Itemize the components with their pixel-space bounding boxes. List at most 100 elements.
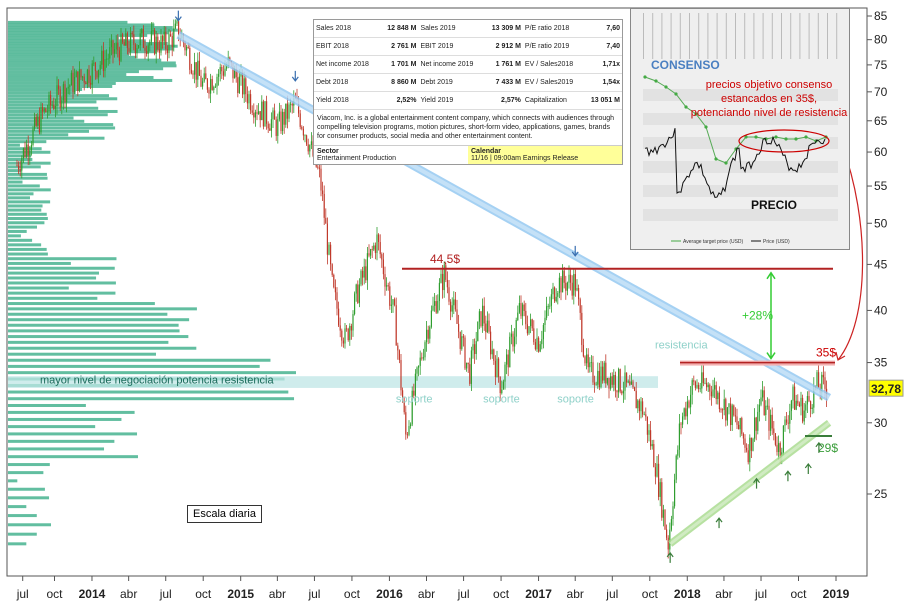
candle-body — [366, 253, 368, 281]
fundamentals-value: 2,57% — [484, 91, 523, 110]
candle-body — [35, 117, 37, 126]
candle-body — [115, 42, 117, 50]
candle-body — [306, 135, 308, 145]
candle-body — [347, 328, 349, 341]
candle-body — [530, 319, 532, 327]
candle-body — [739, 418, 741, 430]
candle-body — [373, 245, 375, 250]
candle-body — [22, 148, 24, 159]
candle-body — [243, 78, 245, 95]
volume-profile-bar — [8, 257, 117, 261]
inset-consensus-point — [704, 125, 708, 129]
candle-body — [376, 234, 378, 253]
candle-body — [99, 64, 101, 70]
candle-body — [734, 415, 736, 417]
candle-body — [334, 287, 336, 293]
candle-body — [309, 145, 311, 152]
candle-body — [82, 76, 84, 78]
candle-body — [749, 437, 751, 463]
candle-body — [670, 519, 672, 530]
candle-body — [66, 88, 68, 103]
fundamentals-label: Debt 2018 — [314, 73, 380, 92]
candle-body — [754, 417, 756, 439]
fundamentals-value: 1,54x — [583, 73, 622, 92]
volume-profile-bar — [8, 323, 179, 327]
inset-date-label — [771, 13, 773, 59]
candle-body — [651, 444, 653, 447]
volume-profile-bar — [8, 455, 138, 459]
candle-body — [32, 128, 34, 146]
candle-body — [133, 34, 135, 45]
support-text: soporte — [396, 393, 433, 405]
candle-body — [542, 324, 544, 340]
candle-body — [640, 401, 642, 412]
candle-body — [386, 285, 388, 287]
volume-profile-bar — [8, 196, 30, 200]
candle-body — [275, 119, 277, 136]
candle-body — [616, 390, 618, 393]
candle-body — [811, 407, 813, 409]
inset-consensus-point — [774, 135, 778, 139]
candle-body — [544, 317, 546, 325]
inset-date-label — [836, 13, 838, 59]
candle-body — [602, 366, 604, 381]
candle-body — [797, 400, 799, 404]
candle-body — [677, 449, 679, 456]
candle-body — [178, 21, 180, 38]
candle-body — [54, 106, 56, 109]
candle-body — [186, 46, 188, 51]
resistance-text: resistencia — [655, 339, 708, 351]
candle-body — [486, 320, 488, 333]
inset-date-label — [790, 13, 792, 59]
y-tick-label: 75 — [874, 58, 888, 72]
volume-profile-bar — [8, 94, 110, 98]
candle-body — [453, 299, 455, 306]
candle-body — [699, 388, 701, 390]
candle-body — [94, 62, 96, 72]
volume-profile-bar — [8, 50, 156, 54]
inset-date-label — [725, 13, 727, 59]
candle-body — [798, 403, 800, 407]
volume-profile-bar — [8, 119, 85, 123]
candle-body — [582, 344, 584, 357]
candle-body — [397, 345, 399, 351]
candle-body — [422, 357, 424, 359]
y-tick-label: 85 — [874, 9, 888, 23]
candle-body — [256, 112, 258, 114]
candle-body — [666, 529, 668, 538]
candle-body — [114, 49, 116, 54]
candle-body — [78, 69, 80, 91]
volume-profile-bar — [8, 397, 295, 401]
volume-profile-bar — [8, 243, 42, 247]
candle-body — [406, 434, 408, 436]
candle-body — [632, 381, 634, 388]
candle-body — [614, 375, 616, 391]
candle-body — [731, 405, 733, 426]
candle-body — [421, 357, 423, 359]
candle-body — [123, 42, 125, 46]
candle-body — [437, 301, 439, 313]
candle-body — [48, 94, 50, 112]
y-tick-label: 55 — [874, 179, 888, 193]
fundamentals-value: 1 701 M — [379, 55, 419, 74]
candle-body — [688, 401, 690, 408]
candle-body — [146, 50, 148, 54]
fundamentals-label: P/E ratio 2018 — [522, 20, 584, 38]
volume-profile-bar — [8, 542, 27, 546]
inset-date-label — [716, 13, 718, 59]
candle-body — [411, 390, 413, 425]
candle-body — [738, 424, 740, 430]
candle-body — [494, 360, 496, 377]
candle-body — [410, 424, 412, 427]
candle-body — [722, 409, 724, 411]
candle-body — [74, 77, 76, 93]
candle-body — [757, 411, 759, 431]
volume-profile-bar — [8, 432, 138, 436]
candle-body — [258, 111, 260, 114]
candle-body — [725, 399, 727, 421]
candle-body — [24, 148, 26, 157]
candle-body — [395, 305, 397, 346]
volume-profile-bar — [8, 33, 148, 37]
candle-body — [578, 288, 580, 300]
volume-profile-bar — [8, 312, 168, 316]
